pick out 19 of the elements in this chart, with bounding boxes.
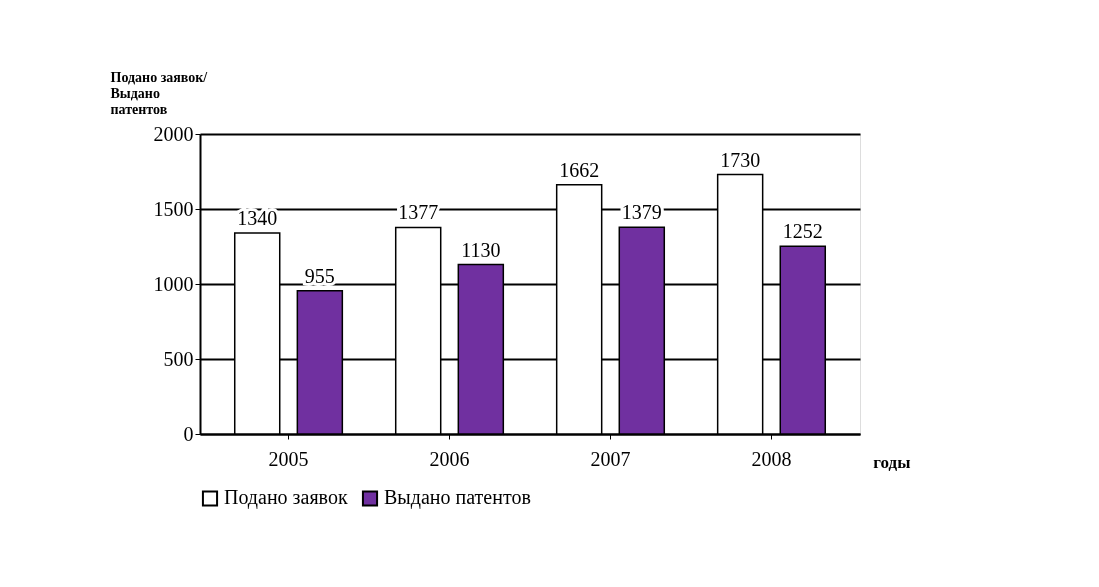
x-axis-title: годы: [873, 452, 911, 472]
y-tick-label: 1000: [153, 272, 194, 295]
data-label: 1340: [237, 207, 278, 229]
x-tick-label: 2005: [268, 447, 309, 470]
data-label: 1130: [461, 238, 501, 261]
legend-label: Выдано патентов: [384, 486, 531, 510]
y-axis-title: Подано заявок/ Выдано патентов: [110, 69, 209, 117]
x-tick-label: 2008: [751, 447, 792, 470]
y-tick-label: 2000: [153, 122, 194, 145]
data-label: 1252: [782, 220, 823, 243]
y-tick-label: 1500: [153, 197, 194, 220]
x-tick-label: 2006: [429, 447, 470, 470]
data-label: 955: [304, 264, 335, 287]
x-tick-label: 2007: [590, 447, 631, 470]
y-tick-label: 0: [183, 422, 194, 445]
legend-label: Подано заявок: [224, 486, 348, 510]
y-tick-label: 500: [163, 347, 194, 370]
data-label: 1662: [559, 158, 600, 181]
data-label: 1730: [720, 148, 761, 171]
